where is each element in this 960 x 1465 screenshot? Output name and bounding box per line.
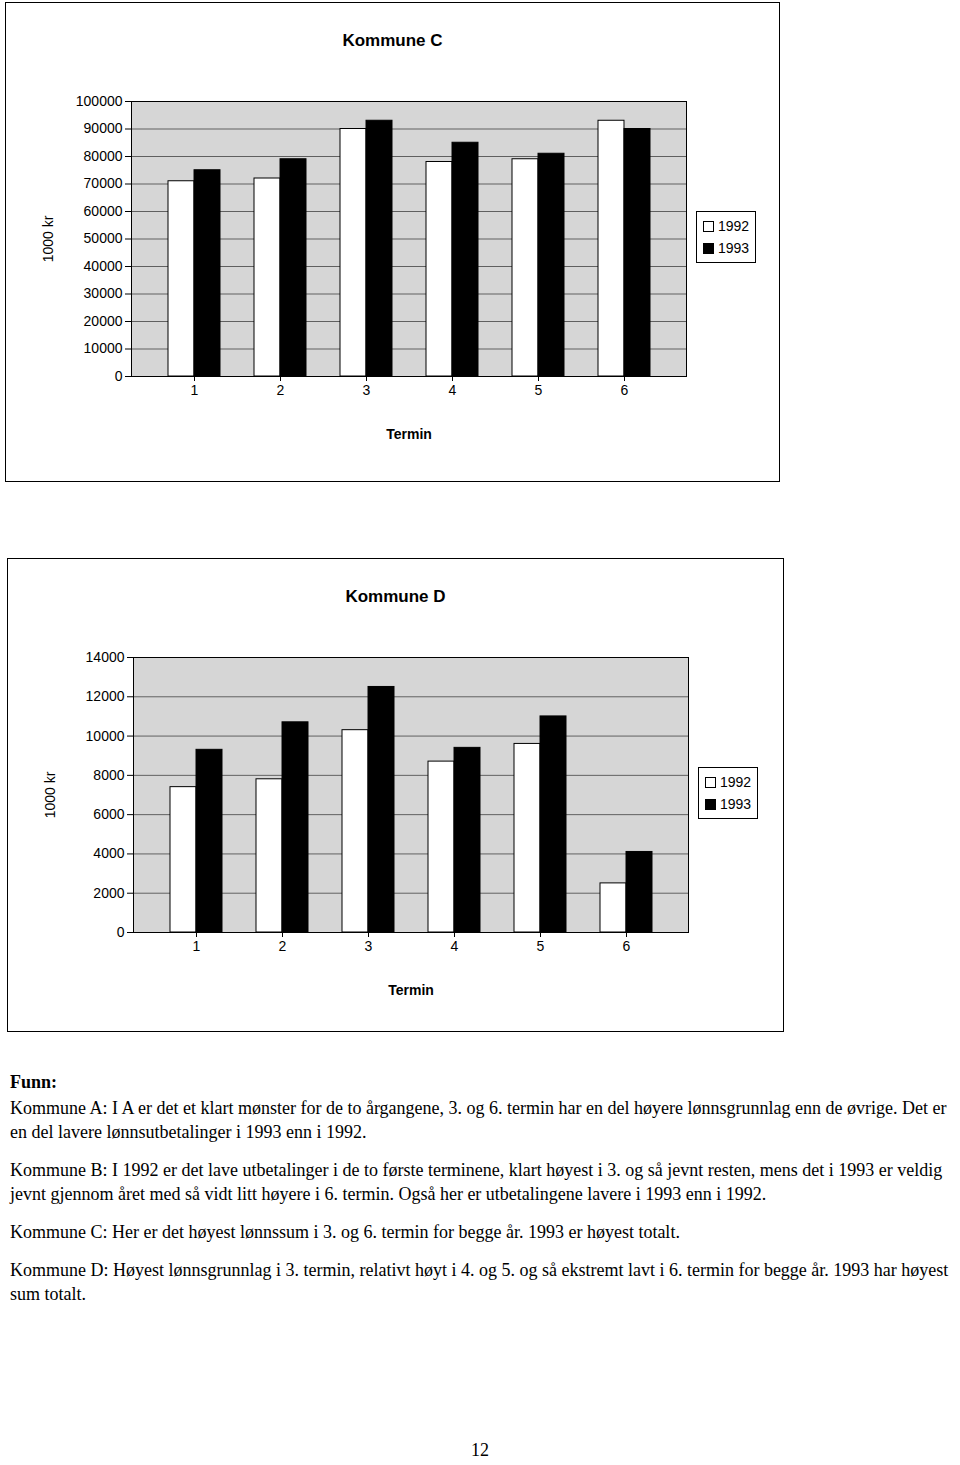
svg-text:30000: 30000 [84,285,123,301]
html-text:Kommune B: I 1992 er det lave: Kommune B: I 1992 er det lave utbetaling… [10,1160,943,1204]
svg-text:Termin: Termin [388,982,434,998]
svg-text:1: 1 [193,938,201,954]
html-text:1992: 1992 [720,774,752,790]
svg-text:6: 6 [621,382,629,398]
svg-text:Termin: Termin [386,426,432,442]
svg-text:4000: 4000 [93,845,124,861]
html-text:Kommune C: Her er det høyest l: Kommune C: Her er det høyest lønnssum i … [10,1222,680,1242]
html-text:Kommune A: I A er det et klart: Kommune A: I A er det et klart mønster f… [10,1098,947,1142]
svg-text:20000: 20000 [84,313,123,329]
html-text:1993: 1993 [720,796,752,812]
svg-text:3: 3 [365,938,373,954]
svg-text:1: 1 [191,382,199,398]
svg-text:8000: 8000 [93,767,124,783]
html-text:12: 12 [471,1440,489,1460]
svg-text:12000: 12000 [86,688,125,704]
svg-text:40000: 40000 [84,258,123,274]
svg-text:10000: 10000 [84,340,123,356]
html-text:1992: 1992 [718,218,750,234]
svg-text:4: 4 [451,938,459,954]
svg-text:0: 0 [117,924,125,940]
svg-text:2: 2 [279,938,287,954]
svg-text:6: 6 [623,938,631,954]
html-text:1993: 1993 [718,240,750,256]
svg-text:0: 0 [115,368,123,384]
svg-text:3: 3 [363,382,371,398]
svg-text:1000 kr: 1000 kr [42,771,58,818]
svg-text:80000: 80000 [84,148,123,164]
svg-text:5: 5 [537,938,545,954]
svg-text:70000: 70000 [84,175,123,191]
svg-text:2: 2 [277,382,285,398]
svg-text:14000: 14000 [86,649,125,665]
svg-text:4: 4 [449,382,457,398]
svg-text:2000: 2000 [93,885,124,901]
svg-text:1000 kr: 1000 kr [40,215,56,262]
svg-text:90000: 90000 [84,120,123,136]
html-text:Kommune D: Høyest lønnsgrunnla: Kommune D: Høyest lønnsgrunnlag i 3. ter… [10,1260,949,1304]
html-text:Kommune C: Kommune C [342,31,443,50]
svg-text:5: 5 [535,382,543,398]
html-text:Kommune D: Kommune D [345,587,446,606]
svg-text:10000: 10000 [86,728,125,744]
svg-text:6000: 6000 [93,806,124,822]
svg-text:100000: 100000 [76,93,123,109]
svg-text:50000: 50000 [84,230,123,246]
html-text:Funn:: Funn: [10,1072,57,1092]
svg-text:60000: 60000 [84,203,123,219]
